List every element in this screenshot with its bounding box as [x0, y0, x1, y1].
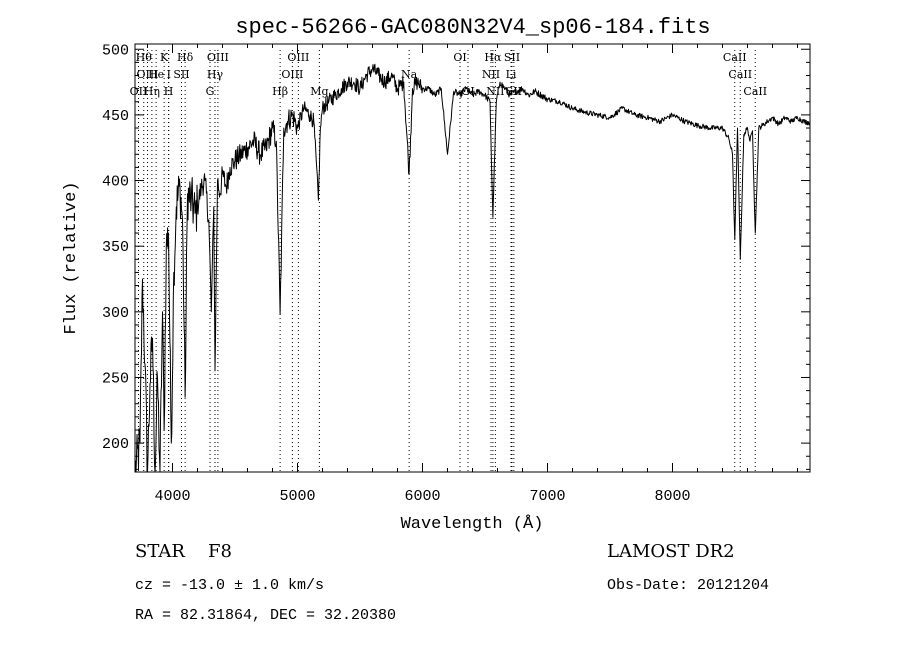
x-tick-label: 4000 — [154, 488, 190, 505]
spectral-line-label: OII — [130, 85, 148, 98]
y-tick-label: 250 — [102, 370, 129, 387]
x-tick-label: 7000 — [529, 488, 565, 505]
spectral-line-label: CaII — [728, 68, 752, 81]
x-tick-label: 8000 — [654, 488, 690, 505]
spectral-line-label: SII — [173, 68, 189, 81]
x-axis-ticks: 4000 5000 6000 7000 8000 — [147, 44, 798, 505]
spectral-line-label: SII — [504, 51, 520, 64]
spectral-line-label: I — [167, 68, 171, 81]
x-tick-label: 5000 — [279, 488, 315, 505]
spectral-line-label: CaII — [743, 85, 767, 98]
y-tick-label: 350 — [102, 239, 129, 256]
x-axis-label: Wavelength (Å) — [401, 515, 544, 534]
spectral-line-label: OI — [453, 51, 466, 64]
obs-date: Obs-Date: 20121204 — [607, 577, 769, 594]
spectral-line-label: Na — [401, 68, 418, 81]
chart-title: spec-56266-GAC080N32V4_sp06-184.fits — [235, 15, 710, 40]
object-class: STAR — [135, 541, 185, 562]
object-subclass: F8 — [208, 541, 232, 562]
y-axis-label: Flux (relative) — [62, 181, 81, 334]
spectral-line-label: OIII — [287, 51, 309, 64]
spectral-line-label: OIII — [281, 68, 303, 81]
survey-label: LAMOST DR2 — [607, 541, 735, 562]
y-axis-ticks: 200 250 300 350 400 450 500 — [102, 42, 810, 470]
spectral-line-label: OIII — [136, 68, 158, 81]
spectral-line-label: Hη — [144, 85, 160, 98]
y-tick-label: 400 — [102, 174, 129, 191]
spectral-line-label: Hα — [484, 51, 502, 64]
spectral-line-label: Hβ — [272, 85, 288, 98]
y-tick-label: 450 — [102, 108, 129, 125]
spectral-line-label: Li — [506, 68, 517, 81]
plot-frame — [134, 43, 811, 473]
spectral-line-label: G — [206, 85, 215, 98]
y-tick-label: 500 — [102, 42, 129, 59]
spectral-line-label: Hγ — [207, 68, 224, 81]
spectral-line-label: H — [164, 85, 174, 98]
spectral-line-label: CaII — [723, 51, 747, 64]
spectral-line-label: NII — [486, 85, 504, 98]
spectrum-series — [134, 63, 811, 473]
spectral-line-label: Hδ — [177, 51, 194, 64]
y-tick-label: 200 — [102, 436, 129, 453]
redshift-readout: cz = -13.0 ± 1.0 km/s — [135, 577, 324, 594]
spectral-line-label: Hθ — [136, 51, 153, 64]
spectral-line-label: K — [160, 51, 169, 64]
spectrum-line — [134, 63, 811, 473]
spectral-line-label: OIII — [207, 51, 229, 64]
spectral-line-label: NII — [482, 68, 500, 81]
spectral-line-label: He — [148, 68, 164, 81]
y-tick-label: 300 — [102, 305, 129, 322]
spectral-line-label: Mg — [310, 85, 328, 98]
x-tick-label: 6000 — [404, 488, 440, 505]
coordinates: RA = 82.31864, DEC = 32.20380 — [135, 607, 396, 624]
